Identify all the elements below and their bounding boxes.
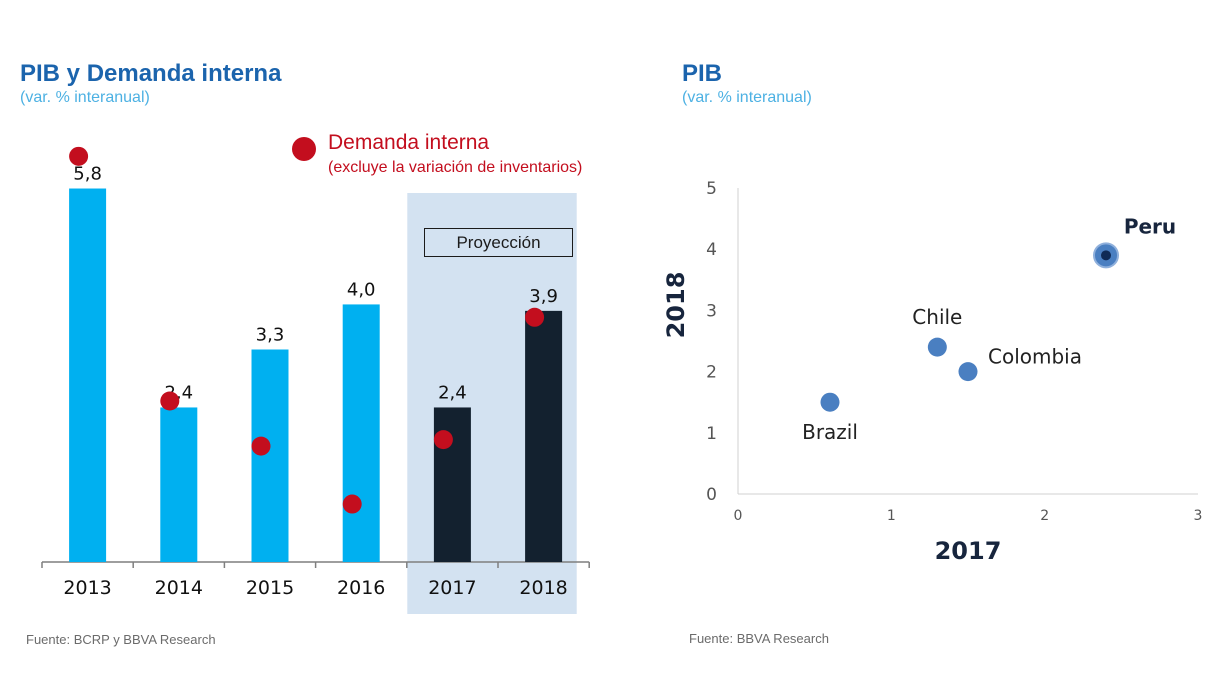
projection-label-box: Proyección [424, 228, 573, 257]
scatter-point-brazil [820, 392, 840, 412]
scatter-label-colombia: Colombia [988, 345, 1082, 369]
bar-value-label: 4,0 [347, 279, 376, 300]
x-tick-label: 2015 [246, 577, 294, 599]
demand-dot-2013 [69, 146, 89, 166]
y-tick-label: 1 [706, 424, 717, 444]
bar-2015 [251, 349, 289, 562]
x-tick-label: 2013 [63, 577, 111, 599]
left-source-note: Fuente: BCRP y BBVA Research [26, 632, 216, 647]
x-tick-label: 2 [1040, 508, 1049, 524]
y-axis-title: 2018 [662, 272, 690, 339]
x-tick-label: 1 [887, 508, 896, 524]
demand-dot-2015 [251, 436, 271, 456]
x-tick-label: 0 [734, 508, 743, 524]
legend-sublabel: (excluye la variación de inventarios) [328, 159, 583, 176]
bar-2014 [160, 407, 198, 562]
left-chart-subtitle: (var. % interanual) [20, 89, 150, 106]
bar-value-label: 2,4 [438, 382, 467, 403]
legend-marker-demanda-interna [292, 137, 316, 161]
y-tick-label: 3 [706, 301, 717, 321]
right-source-note: Fuente: BBVA Research [689, 631, 829, 646]
scatter-point-chile [927, 337, 947, 357]
scatter-label-brazil: Brazil [802, 420, 858, 444]
demand-dot-2018 [525, 307, 545, 327]
legend-label-demanda-interna: Demanda interna [328, 131, 490, 154]
y-tick-label: 2 [706, 363, 717, 383]
bar-value-label: 3,3 [256, 325, 285, 346]
bar-chart: 5,820132,420143,320154,020162,420173,920… [41, 146, 590, 614]
demand-dot-2014 [160, 391, 180, 411]
left-chart-title: PIB y Demanda interna [20, 60, 282, 87]
scatter-chart: 0 1 2 3 4 5 0 1 2 3 2017 2018 Brazil Chile Colombia Per… [662, 179, 1203, 565]
scatter-label-chile: Chile [912, 305, 962, 329]
x-tick-label: 2016 [337, 577, 385, 599]
x-axis-title: 2017 [935, 537, 1002, 565]
demand-dot-2016 [342, 494, 362, 514]
y-tick-label: 4 [706, 240, 717, 260]
bar-value-label: 5,8 [73, 164, 102, 185]
x-tick-label: 3 [1194, 508, 1203, 524]
bar-value-label: 3,9 [529, 286, 558, 307]
right-chart-subtitle: (var. % interanual) [682, 89, 812, 106]
scatter-point-core [1101, 250, 1111, 261]
bar-2018 [525, 310, 563, 562]
scatter-point-colombia [958, 362, 978, 382]
x-tick-label: 2018 [519, 577, 567, 599]
x-tick-label: 2017 [428, 577, 476, 599]
right-chart-title: PIB [682, 60, 723, 87]
bar-2013 [69, 188, 107, 563]
scatter-label-peru: Peru [1124, 214, 1176, 238]
y-tick-label: 0 [706, 485, 717, 505]
y-tick-label: 5 [706, 179, 717, 199]
bar-2017 [433, 407, 471, 562]
demand-dot-2017 [433, 430, 453, 450]
bar-2016 [342, 304, 380, 562]
x-tick-label: 2014 [155, 577, 203, 599]
